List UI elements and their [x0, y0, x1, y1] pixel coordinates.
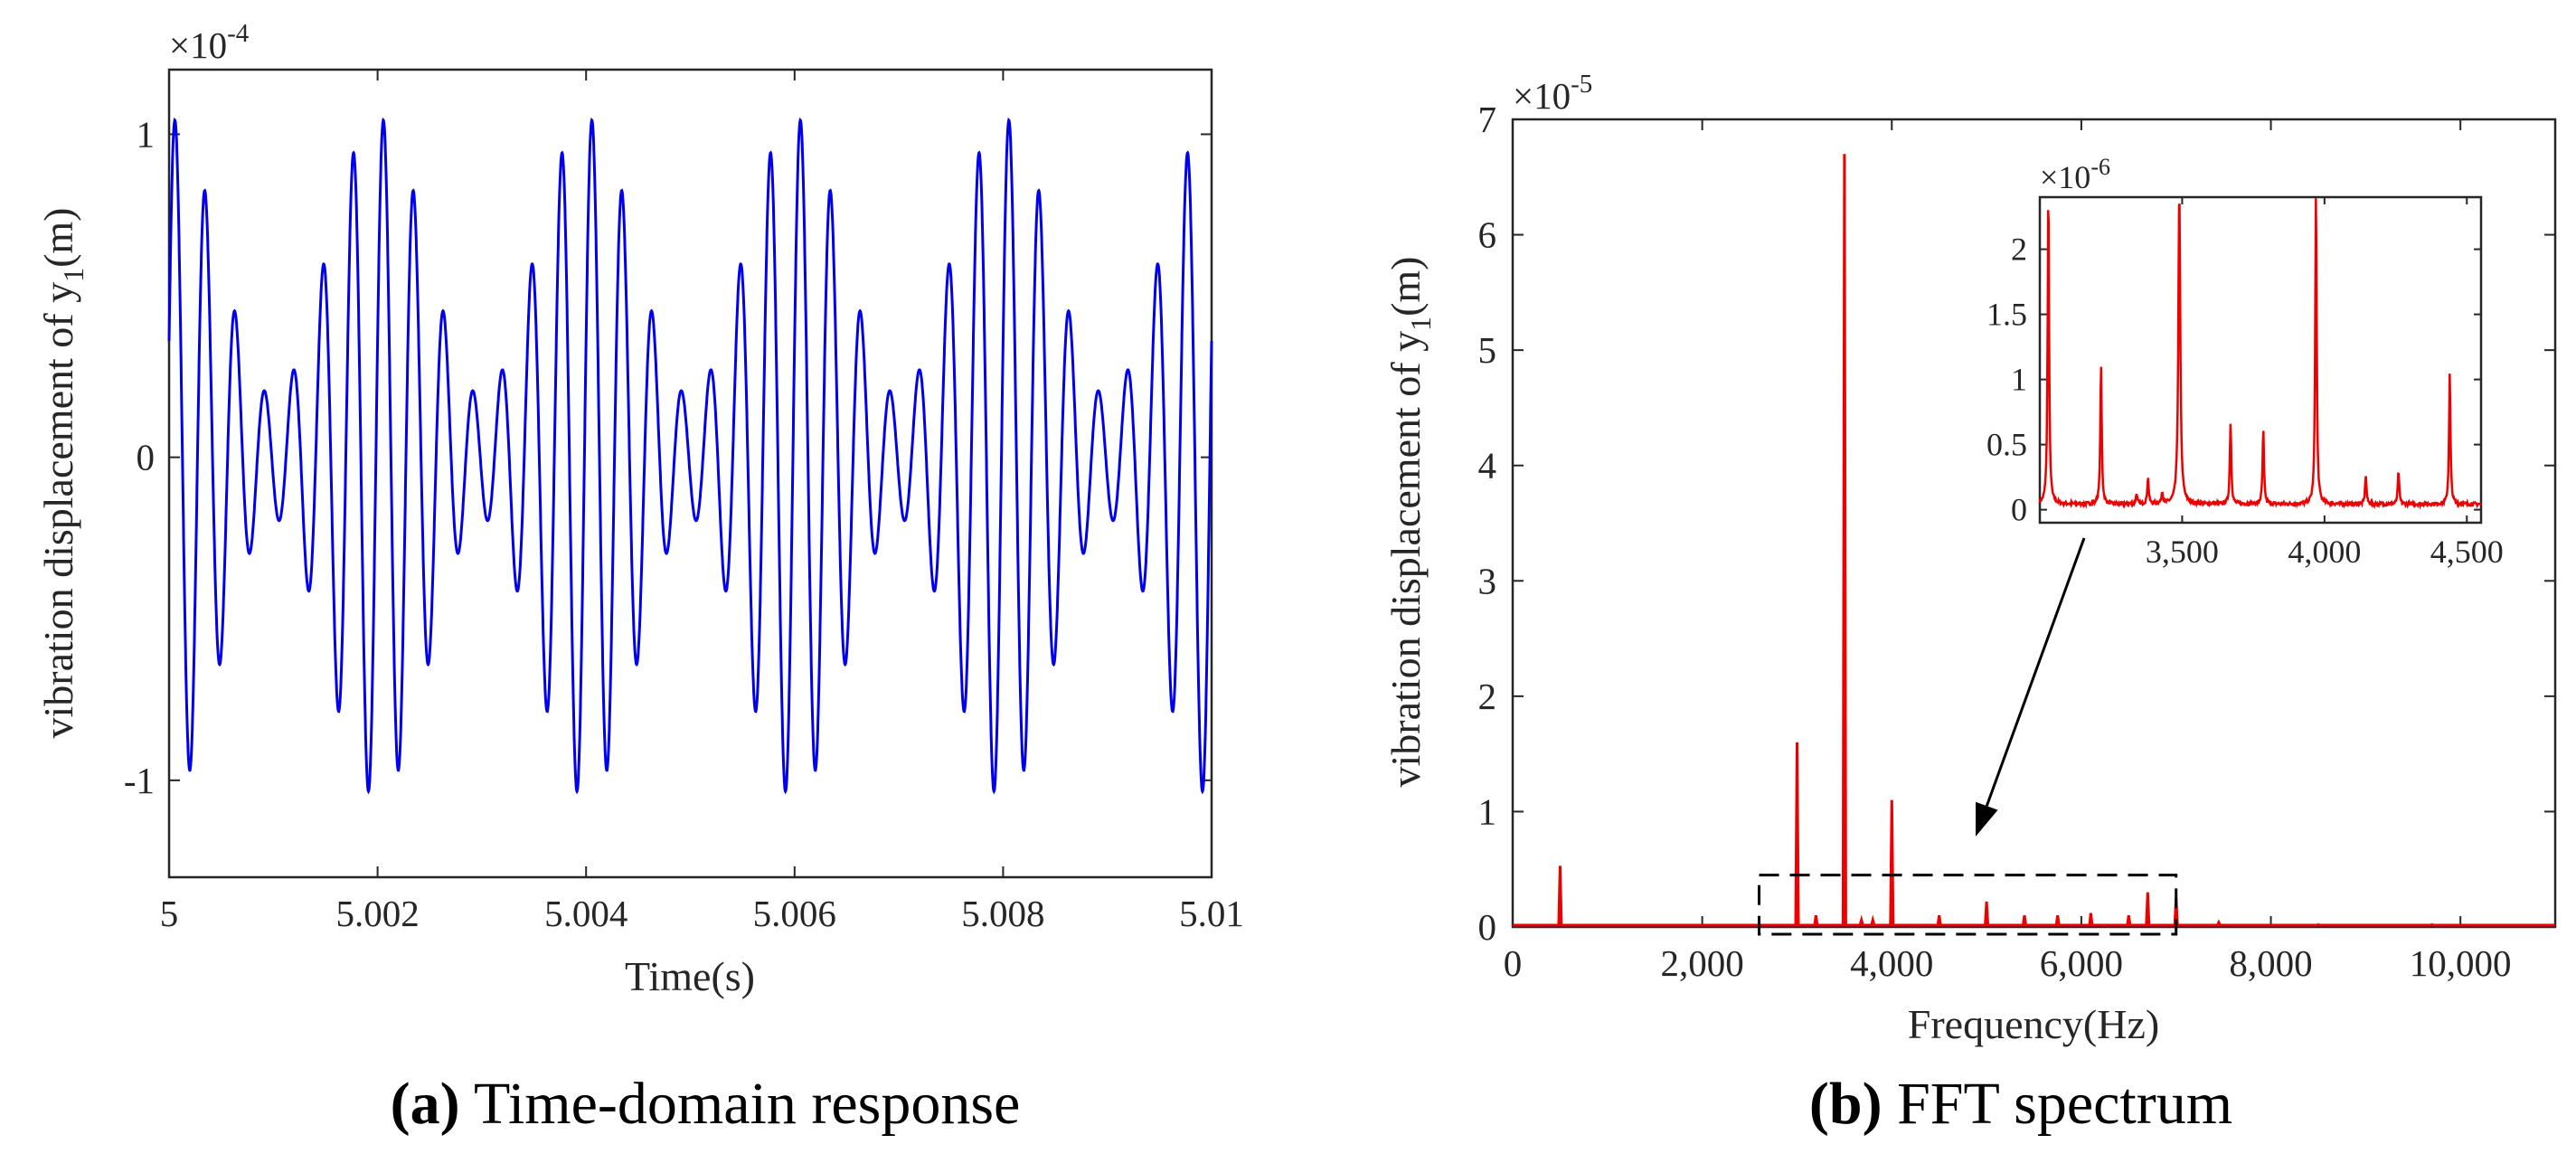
panel-b-x-axis-label: Frequency(Hz) — [1908, 1001, 2159, 1047]
y-tick-label: 5 — [1478, 329, 1497, 371]
x-tick-label: 5 — [160, 893, 179, 934]
y-tick-label: 0 — [2011, 492, 2027, 528]
x-tick-label: 5.008 — [961, 893, 1044, 934]
panel-b-y-axis-label: vibration displacement of y1(m) — [1382, 256, 1437, 787]
x-tick-label: 5.006 — [753, 893, 836, 934]
panel-a-time-domain: ×10-4 5 5.002 5.004 5.006 5.008 5.01 -1 0 1 Tim… — [35, 19, 1244, 1137]
y-tick-label: 0 — [137, 437, 156, 478]
inset-exponent: ×10-6 — [2040, 154, 2110, 195]
x-tick-label: 5.002 — [335, 893, 419, 934]
y-tick-label: 3 — [1478, 560, 1497, 601]
panel-b-inset: ×10-6 3,500 4,000 4,500 0 0.5 1 1.5 2 — [1986, 154, 2504, 570]
inset-axes-box — [2038, 195, 2483, 525]
zoom-arrow — [1985, 537, 2086, 807]
x-tick-label: 4,000 — [2288, 534, 2361, 570]
panel-b-exponent: ×10-5 — [1513, 70, 1592, 117]
panel-a-ticks — [168, 70, 1213, 877]
x-tick-label: 4,500 — [2430, 534, 2504, 570]
x-tick-label: 0 — [1504, 942, 1523, 984]
inset-spectrum-line — [2038, 198, 2483, 510]
panel-a-y-tick-labels: -1 0 1 — [124, 113, 155, 800]
y-tick-label: 7 — [1478, 99, 1497, 140]
y-tick-label: 1 — [2011, 362, 2027, 398]
x-tick-label: 5.01 — [1179, 893, 1244, 934]
x-tick-label: 5.004 — [544, 893, 627, 934]
y-tick-label: 0.5 — [1986, 427, 2027, 463]
inset-ticks — [2040, 197, 2481, 523]
time-domain-signal-line — [167, 117, 1213, 795]
y-tick-label: 2 — [2011, 232, 2027, 268]
x-tick-label: 10,000 — [2410, 942, 2512, 984]
panel-b-fft: ×10-5 0 2,000 4,000 6,000 8,000 10,000 0 1 2 3 4 5… — [1382, 70, 2557, 1137]
panel-a-x-axis-label: Time(s) — [625, 953, 755, 999]
inset-x-tick-labels: 3,500 4,000 4,500 — [2146, 534, 2504, 570]
panel-b-y-tick-labels: 0 1 2 3 4 5 6 7 — [1478, 99, 1497, 948]
y-tick-label: 1 — [137, 113, 156, 155]
y-tick-label: 2 — [1478, 676, 1497, 717]
x-tick-label: 3,500 — [2146, 534, 2219, 570]
panel-a-exponent: ×10-4 — [169, 19, 250, 66]
panel-b-caption: (b) FFT spectrum — [1809, 1071, 2232, 1137]
y-tick-label: 6 — [1478, 214, 1497, 256]
x-tick-label: 2,000 — [1661, 942, 1744, 984]
panel-b-x-tick-labels: 0 2,000 4,000 6,000 8,000 10,000 — [1504, 942, 2512, 984]
panel-a-caption: (a) Time-domain response — [391, 1071, 1021, 1137]
x-tick-label: 8,000 — [2229, 942, 2312, 984]
y-tick-label: 1.5 — [1986, 297, 2027, 333]
zoom-arrowhead — [1976, 801, 1998, 837]
y-tick-label: 1 — [1478, 790, 1497, 832]
y-tick-label: -1 — [124, 760, 155, 801]
panel-a-x-tick-labels: 5 5.002 5.004 5.006 5.008 5.01 — [160, 893, 1244, 934]
x-tick-label: 4,000 — [1850, 942, 1933, 984]
inset-y-tick-labels: 0 0.5 1 1.5 2 — [1986, 232, 2027, 528]
panel-a-y-axis-label: vibration displacement of y1(m) — [35, 207, 90, 738]
x-tick-label: 6,000 — [2040, 942, 2123, 984]
y-tick-label: 0 — [1478, 906, 1497, 948]
y-tick-label: 4 — [1478, 445, 1497, 487]
zoom-region-box — [1758, 874, 2178, 936]
fft-spectrum-line — [1513, 154, 2555, 927]
